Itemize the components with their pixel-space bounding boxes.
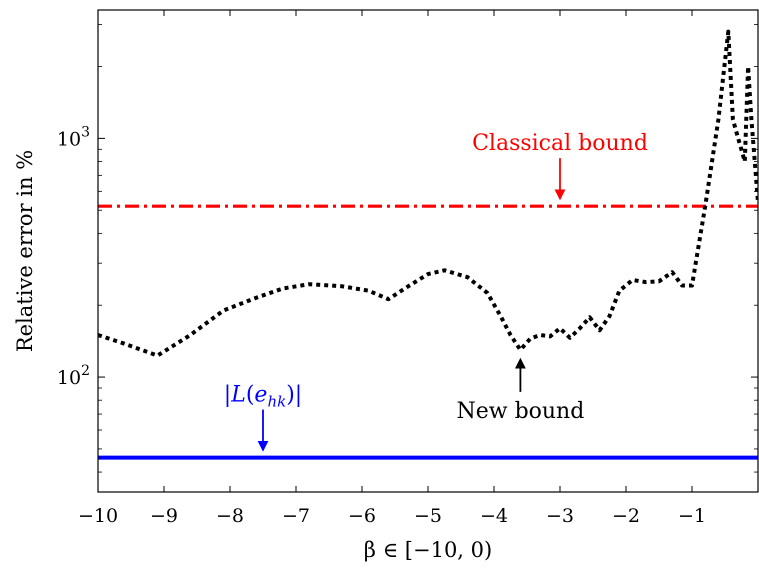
x-tick-label: −10 (78, 505, 118, 527)
x-tick-label: −1 (678, 505, 706, 527)
y-axis-label: Relative error in % (13, 150, 37, 352)
x-tick-label: −7 (282, 505, 310, 527)
x-axis-label: β ∈ [−10, 0) (364, 538, 492, 562)
new-bound-line (98, 29, 758, 358)
new-bound-annotation: New bound (456, 399, 584, 424)
x-tick-label: −4 (480, 505, 508, 527)
x-tick-label: −2 (612, 505, 640, 527)
plot-frame (97, 9, 759, 493)
y-tick-label: 103 (57, 124, 90, 150)
x-tick-label: −6 (348, 505, 376, 527)
l-ehk-annotation: |L(ehk)| (224, 383, 302, 411)
plot-area (98, 29, 758, 460)
classical-bound-annotation: Classical bound (472, 131, 648, 156)
y-tick-label: 102 (57, 363, 90, 389)
x-tick-label: −8 (216, 505, 244, 527)
x-tick-label: −5 (414, 505, 442, 527)
x-tick-label: −3 (546, 505, 574, 527)
x-tick-label: −9 (150, 505, 178, 527)
